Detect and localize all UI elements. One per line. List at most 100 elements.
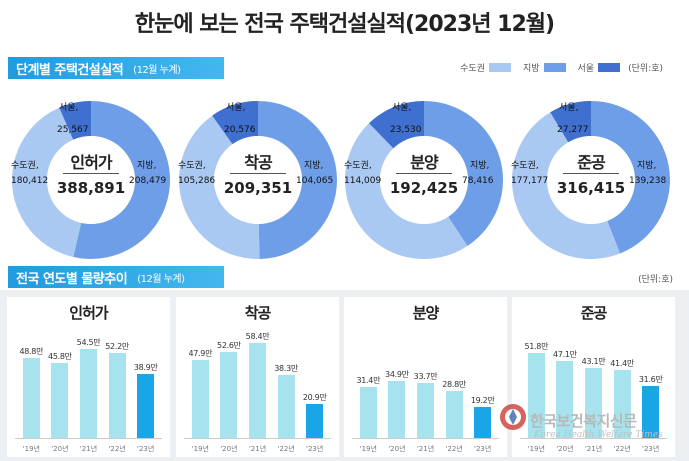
slice-value-metro: 114,009	[344, 176, 382, 186]
bar-value-label: 48.8만	[19, 347, 44, 357]
bar-value-label: 52.6만	[217, 341, 241, 351]
bar-value-label: 38.9만	[133, 363, 158, 373]
slice-label-local: 지방,	[470, 161, 490, 171]
bar	[642, 386, 660, 438]
slice-value-seoul: 27,277	[557, 125, 589, 135]
bar-value-label: 33.7만	[413, 371, 438, 381]
legend-label-metro: 수도권	[460, 64, 485, 74]
donut-title: 착공	[244, 153, 272, 172]
slice-value-metro: 177,177	[511, 176, 549, 186]
slice-label-seoul: 서울,	[392, 103, 412, 113]
bar-category-label: '20년	[51, 445, 69, 453]
donut-slice-서울	[59, 101, 91, 140]
legend-swatch-local	[543, 63, 566, 72]
bar-value-label: 19.2만	[470, 395, 495, 405]
bar	[51, 363, 69, 438]
donut-total: 192,425	[389, 179, 459, 197]
donut-hole	[47, 136, 135, 224]
donut-slice-수도권	[11, 101, 91, 257]
bar-category-label: '19년	[191, 445, 209, 453]
donut-slice-서울	[550, 101, 591, 143]
donut-hole	[380, 136, 468, 224]
donut-total: 209,351	[223, 179, 293, 197]
bar-value-label: 31.4만	[356, 375, 381, 385]
slice-label-metro: 수도권,	[511, 161, 539, 171]
donut-legend: 수도권 지방 서울 (단위:호)	[448, 61, 663, 74]
donut-title: 준공	[577, 153, 605, 172]
bar-value-label: 52.2만	[105, 341, 129, 351]
bar-unit: (단위:호)	[638, 275, 673, 285]
bar	[474, 406, 492, 438]
donut-slice-수도권	[512, 101, 621, 259]
donut-slice-수도권	[345, 101, 468, 259]
bar	[585, 367, 602, 438]
legend-unit: (단위:호)	[628, 64, 663, 74]
donut-hole	[547, 136, 635, 224]
bar-value-label: 31.6만	[638, 375, 663, 385]
bar	[277, 375, 295, 438]
slice-label-local: 지방,	[137, 161, 157, 171]
bar	[191, 359, 209, 438]
bar	[306, 403, 324, 438]
bar-category-label: '21년	[79, 445, 98, 453]
slice-label-local: 지방,	[304, 161, 324, 171]
bar-value-label: 58.4만	[245, 331, 270, 341]
bar-value-label: 20.9만	[302, 392, 327, 402]
bar-chart-title: 착공	[244, 304, 272, 322]
bar-value-label: 34.9만	[385, 369, 409, 379]
section-subtitle: (12월 누계)	[133, 64, 181, 76]
bar-value-label: 45.8만	[48, 352, 72, 362]
bar	[417, 382, 434, 438]
bar	[359, 386, 377, 438]
bar	[613, 370, 631, 438]
section-subtitle: (12월 누계)	[137, 273, 185, 285]
legend-label-local: 지방	[522, 64, 540, 74]
donut-divider	[396, 173, 452, 174]
donut-slice-수도권	[178, 101, 260, 259]
bar-chart-title: 분양	[412, 304, 440, 322]
bar-category-label: '19년	[359, 445, 377, 453]
bar	[527, 353, 545, 438]
bar-baseline	[15, 438, 162, 439]
bar	[137, 374, 155, 438]
legend-swatch-metro	[488, 63, 511, 72]
bar-category-label: '23년	[137, 445, 155, 453]
donut-title: 인허가	[70, 153, 112, 172]
bar-baseline	[520, 438, 667, 439]
slice-label-seoul: 서울,	[559, 103, 579, 113]
bar-category-label: '21년	[416, 445, 435, 453]
bar	[22, 358, 40, 438]
page-title: 한눈에 보는 전국 주택건설실적(2023년 12월)	[134, 12, 555, 37]
section-header-yearly: 전국 연도별 물량추이 (12월 누계)	[8, 266, 224, 288]
bar-category-label: '23년	[306, 445, 324, 453]
bar-category-label: '19년	[22, 445, 40, 453]
donut-total: 316,415	[556, 179, 626, 197]
bar-value-label: 54.5만	[76, 337, 101, 347]
bar-category-label: '23년	[642, 445, 660, 453]
slice-label-local: 지방,	[637, 161, 657, 171]
bar-category-label: '20년	[388, 445, 406, 453]
donut-divider	[63, 173, 119, 174]
bar	[80, 348, 97, 438]
donut-slice-지방	[73, 101, 170, 259]
slice-value-seoul: 23,530	[390, 125, 422, 135]
bar-value-label: 38.3만	[274, 364, 298, 374]
watermark-logo-icon	[500, 404, 526, 430]
bar-baseline	[184, 438, 331, 439]
donut-title: 분양	[410, 153, 438, 172]
slice-value-metro: 180,412	[11, 176, 49, 186]
bar-category-label: '21년	[584, 445, 603, 453]
bar	[249, 342, 266, 438]
bar-value-label: 47.9만	[188, 348, 213, 358]
slice-label-metro: 수도권,	[344, 161, 372, 171]
bar-value-label: 28.8만	[442, 379, 466, 389]
donut-slice-지방	[591, 101, 670, 254]
section-title: 단계별 주택건설실적	[16, 62, 124, 78]
legend-label-seoul: 서울	[577, 64, 595, 74]
bar-category-label: '22년	[613, 445, 631, 453]
donut-hole	[214, 136, 302, 224]
